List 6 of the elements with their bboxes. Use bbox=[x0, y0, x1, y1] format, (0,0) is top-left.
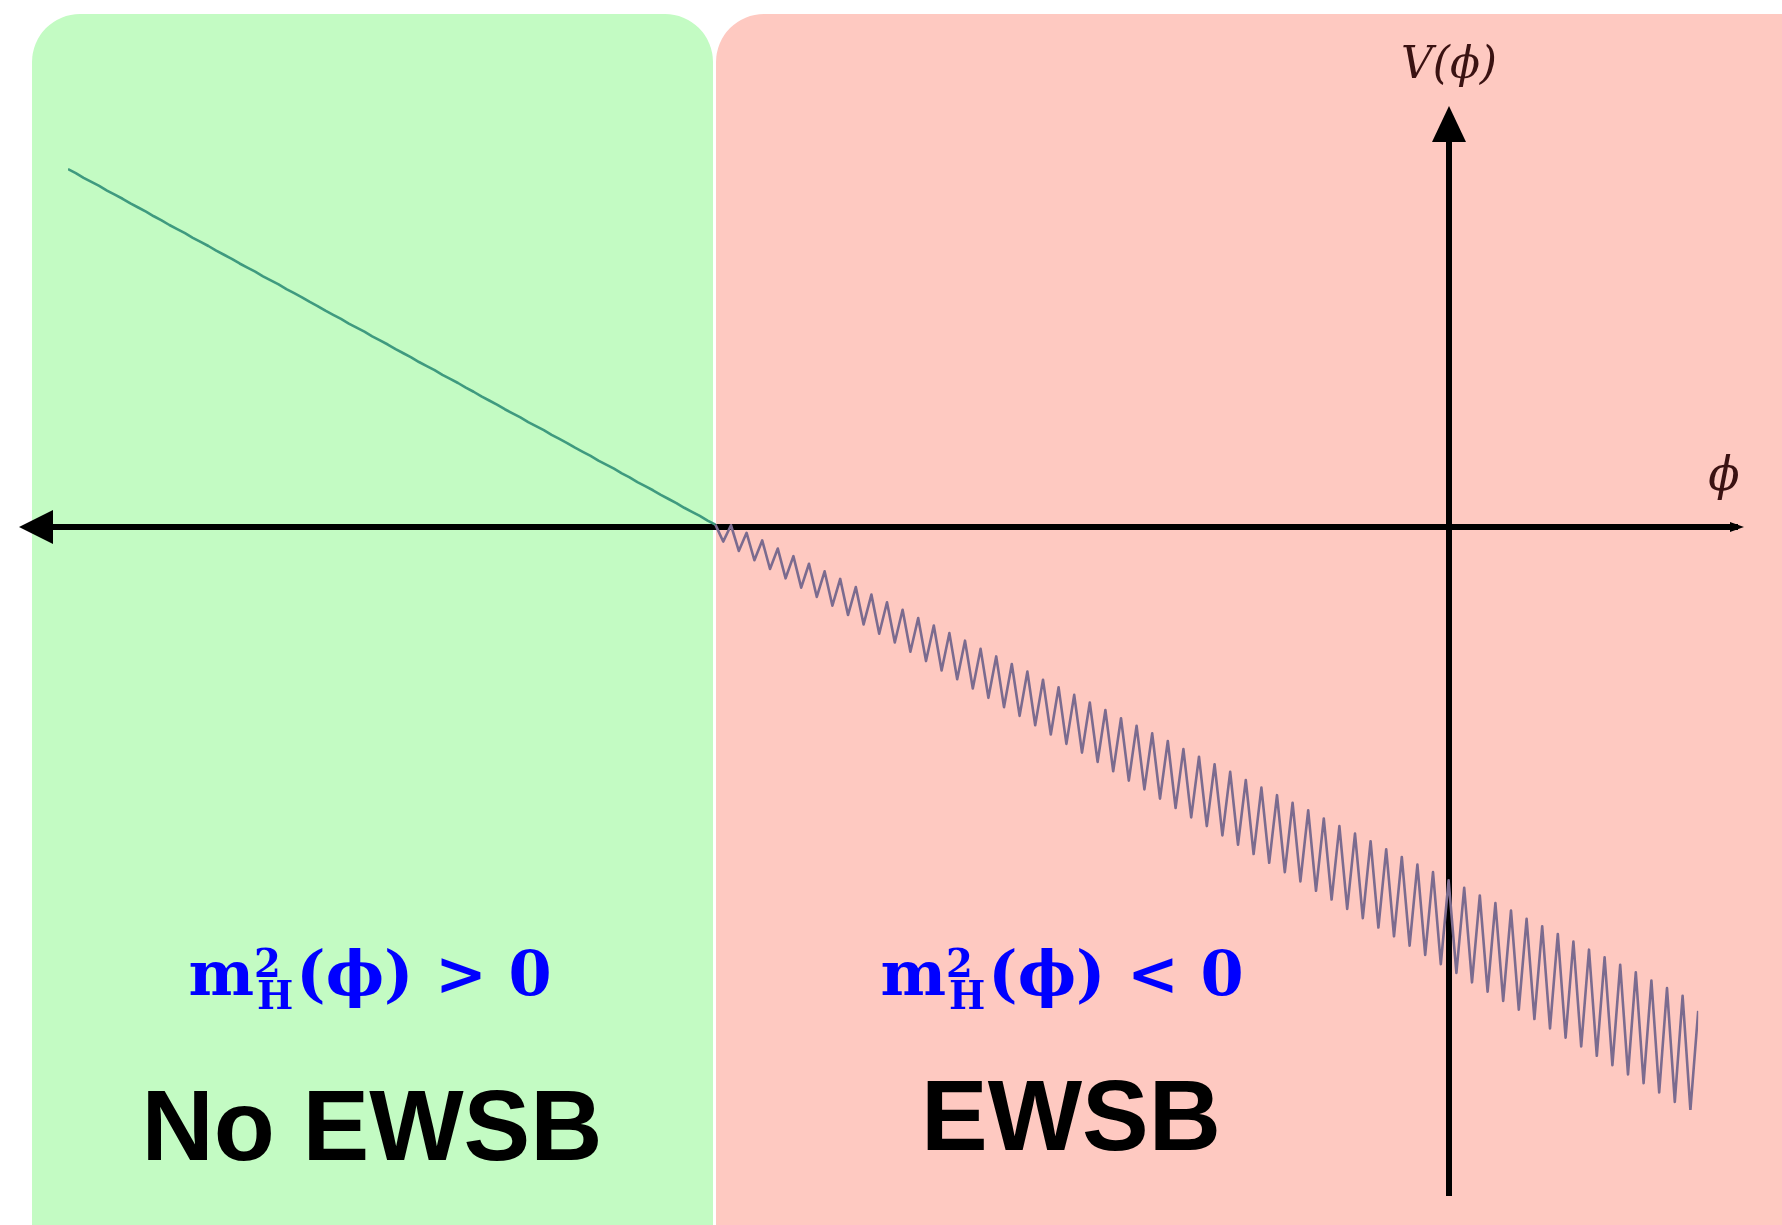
x-axis-title: ϕ bbox=[1708, 447, 1740, 501]
annotation: No EWSB bbox=[141, 1069, 603, 1181]
annotation: m$^{2}$$_{H}$(ϕ) < 0 bbox=[880, 937, 1244, 1019]
y-axis-title: V(ϕ) bbox=[1400, 37, 1498, 88]
annotation: m$^{2}$$_{H}$(ϕ) > 0 bbox=[188, 937, 552, 1019]
annotation: EWSB bbox=[921, 1059, 1221, 1171]
